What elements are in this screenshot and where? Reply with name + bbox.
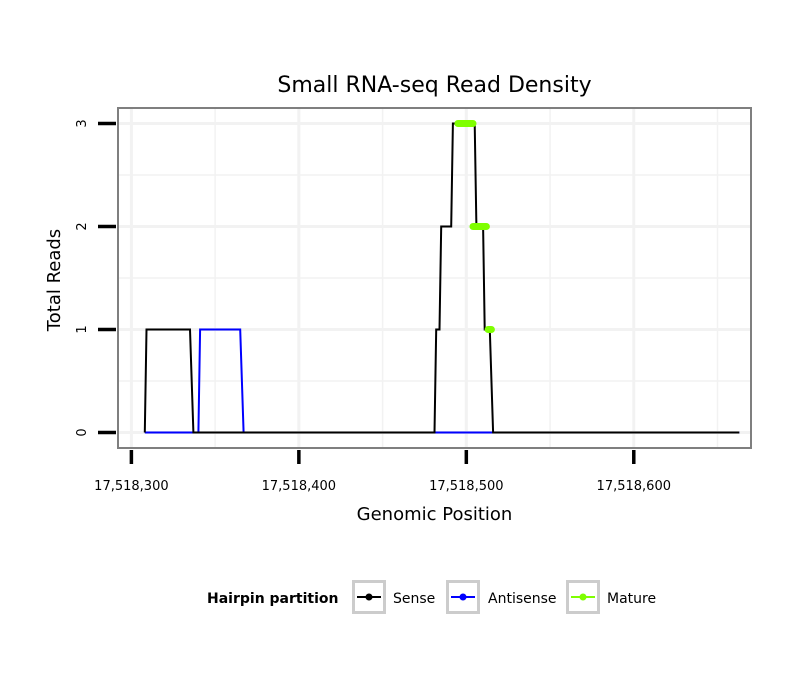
legend-dot-mature [579, 593, 587, 601]
y-tick-label: 3 [75, 119, 90, 127]
y-tick-label: 2 [75, 222, 90, 230]
legend-dot-sense [365, 593, 373, 601]
y-axis-title: Total Reads [44, 229, 65, 332]
legend-title: Hairpin partition [207, 591, 338, 607]
x-tick-label: 17,518,300 [94, 479, 168, 494]
series-layer [143, 120, 740, 434]
plot-border [117, 107, 752, 449]
x-tick-label: 17,518,400 [262, 479, 336, 494]
legend: Hairpin partition Sense Antisense Mature [207, 580, 656, 614]
legend-label-sense: Sense [393, 591, 435, 607]
y-tick-label: 1 [75, 325, 90, 333]
legend-label-mature: Mature [607, 591, 656, 607]
y-axis: 0 1 2 3 [75, 119, 116, 437]
x-tick-label: 17,518,600 [597, 479, 671, 494]
x-axis: 17,518,300 17,518,400 17,518,500 17,518,600 [94, 450, 671, 494]
x-tick-label: 17,518,500 [429, 479, 503, 494]
y-tick-label: 0 [75, 428, 90, 436]
legend-dot-antisense [459, 593, 467, 601]
legend-label-antisense: Antisense [488, 591, 557, 607]
chart-title: Small RNA-seq Read Density [277, 73, 591, 98]
series-antisense-line [144, 328, 740, 434]
x-axis-title: Genomic Position [357, 504, 513, 525]
